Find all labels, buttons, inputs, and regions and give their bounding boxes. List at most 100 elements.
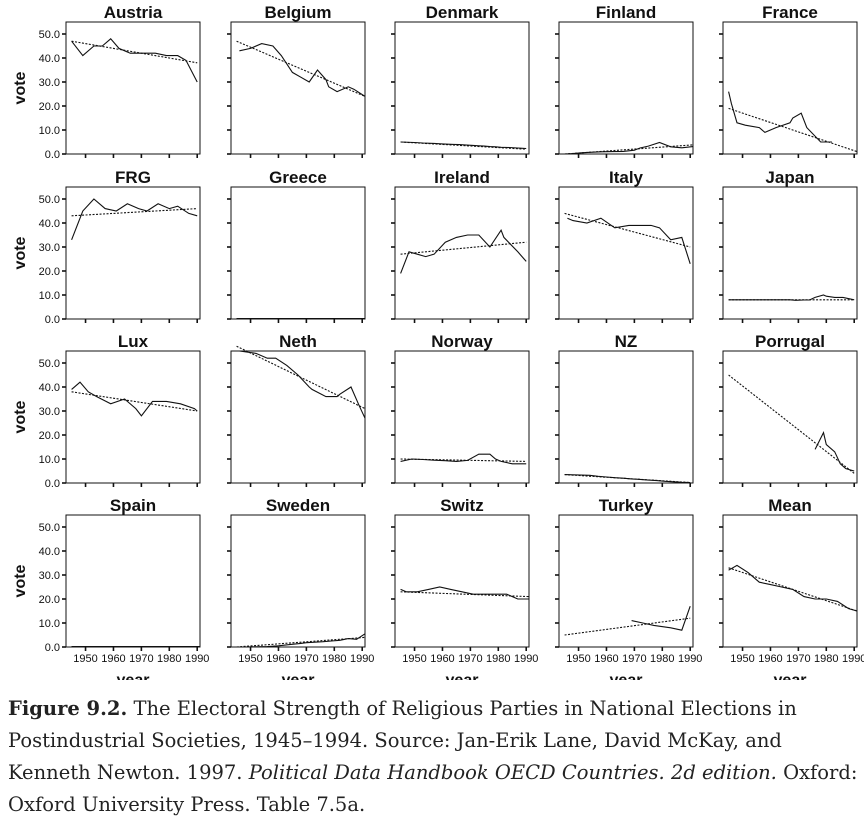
figure-caption: Figure 9.2. The Electoral Strength of Re…: [8, 693, 858, 821]
panel-france: France: [719, 3, 858, 158]
panel-frame: [722, 21, 858, 155]
series-line: [239, 350, 366, 419]
panel-turkey: Turkey 1950 1960 1970 1980 1990 year: [555, 496, 702, 680]
panel-frame: [558, 186, 694, 320]
panel-title: Greece: [269, 168, 327, 187]
series-line: [631, 606, 691, 631]
panel-greece: Greece: [227, 168, 366, 323]
x-tick-label: 1970: [294, 653, 318, 665]
y-tick-label: 30.0: [39, 242, 60, 254]
panel-title: Turkey: [599, 496, 654, 515]
panel-belgium: Belgium: [227, 3, 366, 158]
x-axis-label: year: [610, 672, 643, 680]
panel-title: Ireland: [434, 168, 490, 187]
caption-italic-title: Political Data Handbook OECD Countries. …: [248, 761, 777, 784]
y-tick-label: 20.0: [39, 430, 60, 442]
x-tick-label: 1990: [185, 653, 209, 665]
panel-title: Mean: [768, 496, 811, 515]
y-tick-label: 50.0: [39, 358, 60, 370]
panel-spain: Spain 0.0 10.0 20.0 30.0 40.0 50.0 1950 1960 1970…: [12, 496, 209, 680]
y-tick-label: 30.0: [39, 570, 60, 582]
series-line: [728, 91, 832, 143]
x-tick-label: 1980: [322, 653, 346, 665]
x-tick-label: 1970: [129, 653, 153, 665]
panel-title: Porrugal: [755, 332, 825, 351]
x-axis-label: year: [282, 672, 315, 680]
series-line: [71, 381, 198, 417]
panel-frame: [65, 186, 201, 320]
x-tick-label: 1970: [458, 653, 482, 665]
panel-mean: Mean 1950 1960 1970 1980 1990 year: [719, 496, 864, 680]
panel-porrugal: Porrugal: [719, 332, 858, 487]
x-tick-label: 1980: [814, 653, 838, 665]
panel-frame: [230, 21, 366, 155]
panel-sweden: Sweden 1950 1960 1970 1980 1990 year: [227, 496, 374, 680]
x-tick-label: 1980: [486, 653, 510, 665]
series-line: [239, 43, 366, 97]
y-tick-label: 0.0: [45, 314, 60, 326]
y-tick-label: 10.0: [39, 290, 60, 302]
panel-neth: Neth: [227, 332, 366, 487]
fit-line: [236, 636, 366, 648]
fit-line: [728, 374, 855, 474]
series-line: [400, 141, 527, 150]
y-tick-label: 20.0: [39, 101, 60, 113]
x-tick-label: 1960: [266, 653, 290, 665]
panel-frame: [722, 350, 858, 484]
x-tick-label: 1980: [650, 653, 674, 665]
x-tick-label: 1970: [786, 653, 810, 665]
panel-title: Austria: [104, 3, 163, 22]
panel-frame: [394, 186, 530, 320]
x-tick-label: 1960: [758, 653, 782, 665]
x-tick-label: 1950: [402, 653, 426, 665]
fit-line: [400, 591, 530, 598]
panel-title: Belgium: [264, 3, 331, 22]
fit-line: [71, 208, 198, 217]
panel-title: Neth: [279, 332, 317, 351]
panel-title: Switz: [440, 496, 483, 515]
fit-line: [564, 212, 691, 248]
panel-title: France: [762, 3, 818, 22]
panel-frame: [394, 350, 530, 484]
panel-frg: FRG 0.0 10.0 20.0 30.0 40.0 50.0 vote: [12, 168, 201, 326]
panel-frame: [558, 350, 694, 484]
panel-ireland: Ireland: [391, 168, 530, 323]
panel-frame: [65, 350, 201, 484]
panel-frame: [230, 186, 366, 320]
series-line: [400, 453, 527, 465]
y-tick-label: 20.0: [39, 266, 60, 278]
y-tick-label: 10.0: [39, 125, 60, 137]
y-tick-label: 10.0: [39, 454, 60, 466]
panel-frame: [394, 514, 530, 648]
panel-title: Japan: [765, 168, 814, 187]
panel-frame: [65, 21, 201, 155]
fit-line: [728, 107, 858, 153]
x-tick-label: 1960: [594, 653, 618, 665]
panel-title: Spain: [110, 496, 156, 515]
y-tick-label: 40.0: [39, 218, 60, 230]
series-line: [564, 474, 691, 484]
y-tick-label: 50.0: [39, 29, 60, 41]
panel-frame: [558, 514, 694, 648]
panel-title: Lux: [118, 332, 149, 351]
series-line: [400, 586, 529, 600]
caption-text-1: The Electoral Strength of Religious Part…: [8, 697, 797, 784]
series-line: [564, 141, 694, 155]
fit-line: [236, 40, 366, 97]
panel-frame: [722, 186, 858, 320]
y-tick-label: 20.0: [39, 594, 60, 606]
y-tick-label: 50.0: [39, 522, 60, 534]
panel-frame: [394, 21, 530, 155]
y-tick-label: 0.0: [45, 642, 60, 654]
panel-denmark: Denmark: [391, 3, 530, 158]
panel-austria: Austria 0.0 10.0 20.0 30.0 40.0 50.0 vote: [12, 3, 201, 161]
panel-title: Norway: [431, 332, 493, 351]
fit-line: [71, 40, 198, 64]
panel-title: FRG: [115, 168, 151, 187]
x-tick-label: 1950: [73, 653, 97, 665]
series-line: [814, 430, 855, 472]
panel-frame: [230, 350, 366, 484]
panel-nz: NZ: [555, 332, 694, 487]
y-tick-label: 50.0: [39, 194, 60, 206]
panel-title: Denmark: [426, 3, 499, 22]
